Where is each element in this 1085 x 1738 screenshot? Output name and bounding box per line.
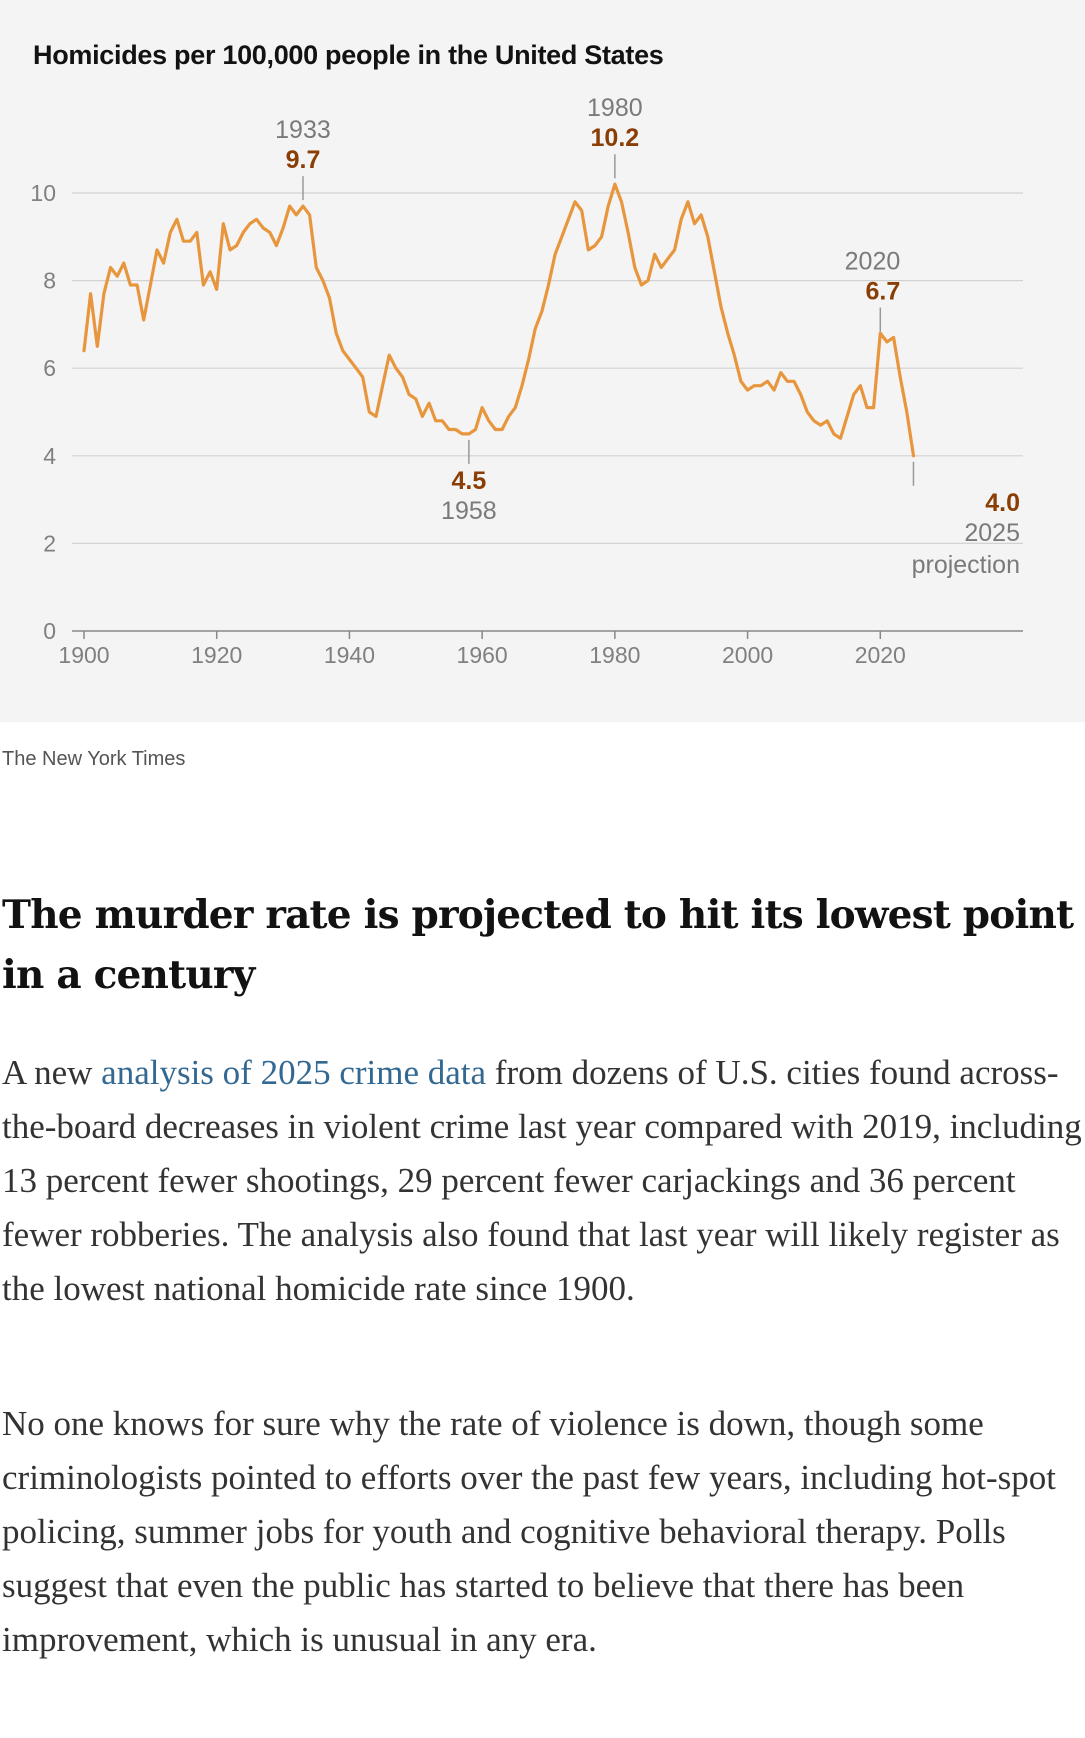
- annotation-year: 2020: [845, 248, 901, 276]
- annotation-value: 9.7: [286, 146, 321, 174]
- annotation-value: 6.7: [866, 278, 901, 306]
- x-tick-label: 1980: [589, 642, 640, 668]
- p1-text-start: A new: [2, 1053, 102, 1092]
- chart-title: Homicides per 100,000 people in the Unit…: [33, 40, 664, 70]
- annotation-year: 1980: [587, 94, 643, 122]
- y-tick-label: 2: [43, 530, 56, 556]
- y-tick-label: 4: [43, 443, 56, 469]
- y-tick-label: 0: [43, 618, 56, 644]
- x-tick-label: 1920: [191, 642, 242, 668]
- y-tick-label: 10: [30, 180, 56, 206]
- x-tick-label: 2000: [722, 642, 773, 668]
- x-tick-label: 1940: [324, 642, 375, 668]
- x-tick-label: 1960: [457, 642, 508, 668]
- x-tick-label: 2020: [855, 642, 906, 668]
- annotation-year: 1958: [441, 497, 497, 525]
- chart-container: Homicides per 100,000 people in the Unit…: [0, 0, 1085, 722]
- annotation-year: 1933: [275, 116, 331, 144]
- annotation-year: 2025: [964, 519, 1020, 547]
- annotation-note: projection: [912, 551, 1020, 579]
- annotation-value: 4.5: [451, 467, 486, 495]
- article-headline: The murder rate is projected to hit its …: [2, 892, 1074, 998]
- annotation-value: 10.2: [591, 124, 640, 152]
- homicide-rate-line: [82, 182, 916, 458]
- y-tick-label: 6: [43, 355, 56, 381]
- annotation-value: 4.0: [985, 489, 1020, 517]
- chart-credit: The New York Times: [2, 748, 186, 770]
- p1-text-end: from dozens of U.S. cities found across-…: [2, 1053, 1082, 1308]
- article-paragraph-1: A new analysis of 2025 crime data from d…: [2, 1046, 1082, 1316]
- crime-data-analysis-link[interactable]: analysis of 2025 crime data: [101, 1053, 487, 1092]
- x-tick-label: 1900: [58, 642, 109, 668]
- article-paragraph-2: No one knows for sure why the rate of vi…: [2, 1404, 1057, 1659]
- y-tick-label: 8: [43, 268, 56, 294]
